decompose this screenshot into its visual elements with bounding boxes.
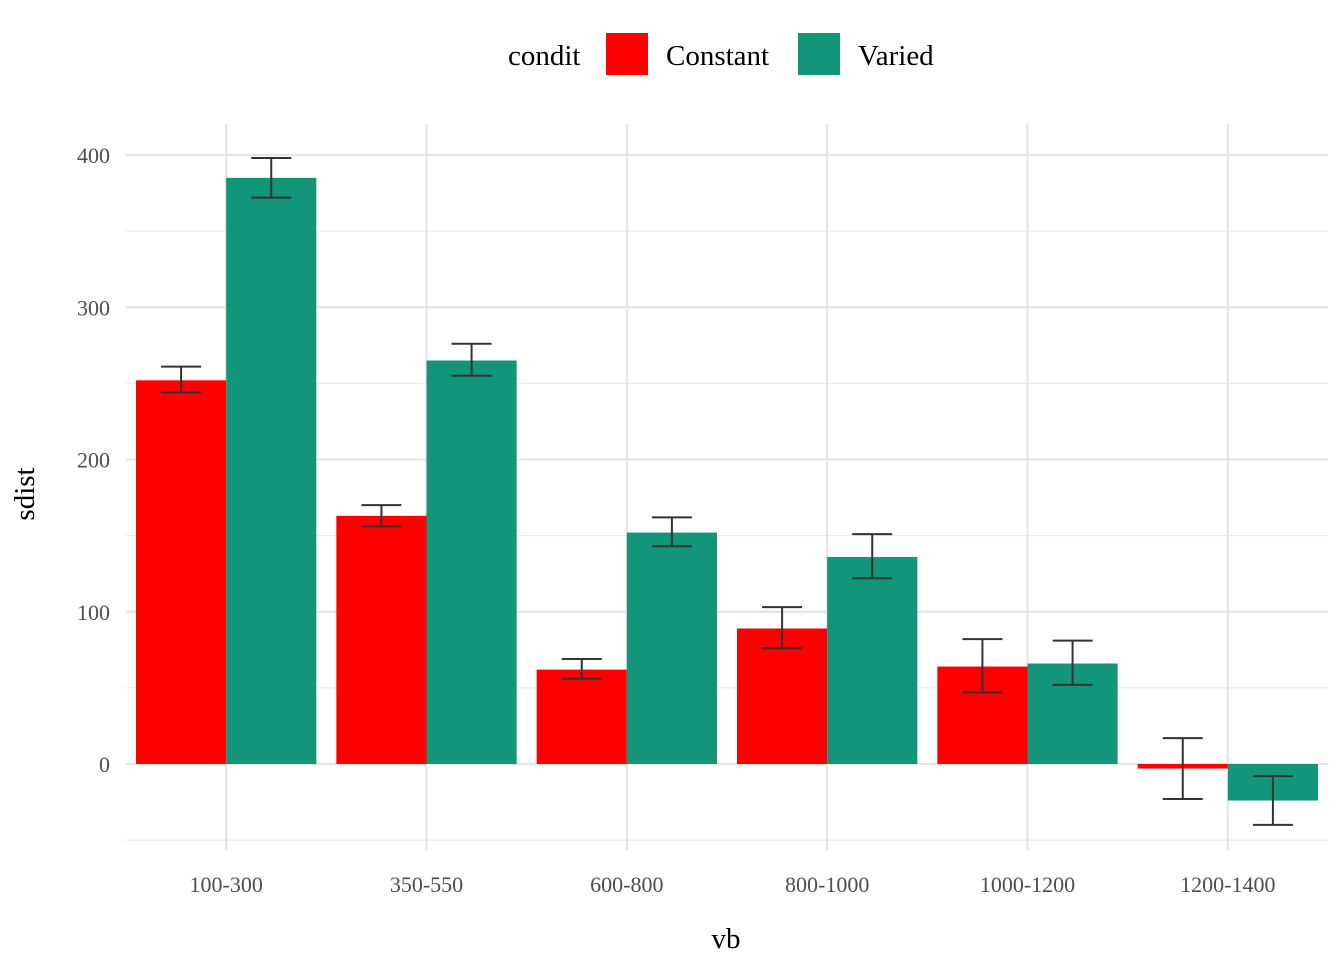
y-tick-label: 100 (77, 600, 110, 625)
error-bar-constant-350-550 (361, 504, 402, 528)
y-tick-label: 0 (99, 752, 110, 777)
bars (136, 177, 1318, 801)
x-axis-title: vb (712, 923, 741, 955)
bar-constant-600-800 (536, 669, 627, 764)
error-bar-constant-1000-1200 (962, 638, 1003, 694)
x-tick-label: 600-800 (590, 872, 663, 897)
error-bars (161, 157, 1293, 826)
bar-constant-350-550 (336, 515, 427, 764)
x-tick-labels: 100-300 350-550 600-800 800-1000 1000-1200 12… (190, 872, 1276, 897)
x-tick-label: 1000-1200 (980, 872, 1075, 897)
bar-varied-600-800 (626, 532, 717, 764)
error-bar-varied-100-300 (251, 157, 292, 199)
error-bar-constant-600-800 (561, 657, 602, 680)
y-axis-title: sdist (9, 467, 41, 520)
error-bar-varied-1200-1400 (1252, 775, 1293, 826)
y-tick-label: 200 (77, 448, 110, 473)
bar-constant-100-300 (136, 380, 227, 764)
legend-label-varied: Varied (858, 40, 934, 72)
y-tick-label: 400 (77, 143, 110, 168)
x-tick-label: 800-1000 (785, 872, 869, 897)
error-bar-varied-350-550 (451, 342, 492, 377)
legend-key-constant (606, 33, 648, 75)
bar-constant-800-1000 (737, 628, 828, 764)
error-bar-varied-600-800 (651, 516, 692, 548)
error-bar-constant-800-1000 (762, 606, 803, 650)
bar-varied-100-300 (226, 177, 317, 764)
legend-title: condit (508, 40, 581, 72)
error-bar-constant-100-300 (161, 365, 202, 394)
legend: condit Constant Varied (508, 33, 934, 75)
legend-label-constant: Constant (666, 40, 769, 72)
x-tick-label: 1200-1400 (1180, 872, 1275, 897)
error-bar-varied-800-1000 (852, 533, 893, 580)
y-tick-label: 300 (77, 295, 110, 320)
x-tick-label: 100-300 (190, 872, 263, 897)
bar-varied-800-1000 (827, 556, 918, 764)
error-bar-varied-1000-1200 (1052, 639, 1093, 686)
error-bar-constant-1200-1400 (1162, 737, 1203, 801)
bar-varied-350-550 (426, 360, 517, 764)
x-tick-label: 350-550 (390, 872, 463, 897)
y-tick-labels: 0 100 200 300 400 (77, 143, 110, 777)
legend-key-varied (798, 33, 840, 75)
